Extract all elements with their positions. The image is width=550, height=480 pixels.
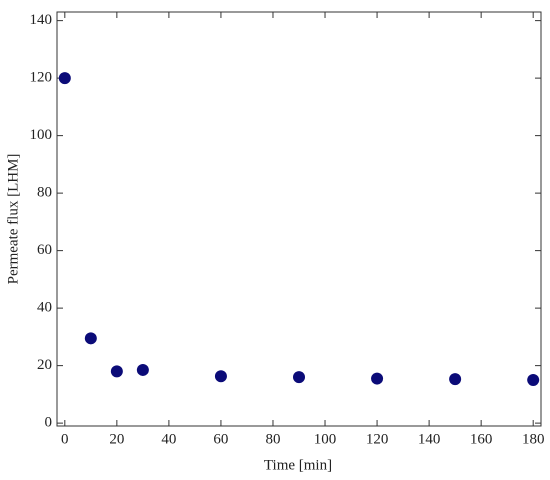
y-tick-label: 0: [45, 415, 53, 431]
data-point: [371, 372, 384, 385]
x-tick-label: 60: [213, 431, 228, 447]
data-point: [214, 370, 227, 383]
y-tick-label: 60: [37, 242, 52, 258]
x-tick-label: 140: [418, 431, 441, 447]
x-tick-label: 0: [61, 431, 69, 447]
x-axis-label: Time [min]: [264, 457, 332, 473]
y-axis-label: Permeate flux [LHM]: [5, 154, 21, 285]
x-tick-label: 40: [161, 431, 176, 447]
data-point: [58, 72, 71, 85]
data-point: [136, 363, 149, 376]
x-tick-label: 100: [314, 431, 337, 447]
y-tick-label: 140: [30, 12, 53, 28]
data-point: [110, 365, 123, 378]
y-tick-label: 20: [37, 357, 52, 373]
data-point: [293, 371, 305, 384]
x-tick-label: 20: [109, 431, 124, 447]
data-point: [449, 373, 462, 386]
x-tick-label: 120: [366, 431, 389, 447]
data-point: [527, 374, 540, 386]
plot-frame: [56, 11, 542, 427]
y-tick-label: 120: [30, 70, 53, 86]
x-tick-label: 80: [265, 431, 280, 447]
x-tick-label: 160: [470, 431, 493, 447]
data-point: [84, 332, 97, 345]
y-tick-label: 100: [30, 127, 53, 143]
y-tick-label: 40: [37, 300, 52, 316]
x-tick-label: 180: [522, 431, 545, 447]
y-tick-label: 80: [37, 185, 52, 201]
